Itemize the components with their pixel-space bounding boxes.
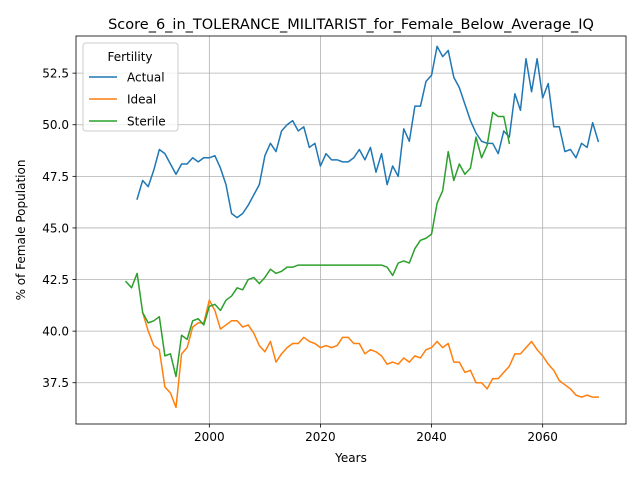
chart-title: Score_6_in_TOLERANCE_MILITARIST_for_Fema… [108, 17, 594, 33]
y-tick-label: 52.5 [42, 67, 69, 81]
y-tick-label: 42.5 [42, 273, 69, 287]
y-tick-label: 37.5 [42, 376, 69, 390]
x-tick-label: 2000 [194, 430, 225, 444]
y-tick-label: 45.0 [42, 221, 69, 235]
legend-label-sterile: Sterile [127, 115, 166, 129]
y-tick-label: 40.0 [42, 325, 69, 339]
y-tick-label: 47.5 [42, 170, 69, 184]
x-tick-label: 2040 [416, 430, 447, 444]
legend: Fertility Actual Ideal Sterile [83, 43, 178, 131]
legend-label-actual: Actual [127, 71, 165, 85]
y-axis-label: % of Female Population [14, 160, 28, 301]
y-tick-label: 50.0 [42, 118, 69, 132]
x-tick-label: 2020 [305, 430, 336, 444]
legend-title: Fertility [107, 50, 152, 64]
x-tick-label: 2060 [527, 430, 558, 444]
x-axis-label: Years [334, 451, 367, 465]
legend-label-ideal: Ideal [127, 93, 156, 107]
